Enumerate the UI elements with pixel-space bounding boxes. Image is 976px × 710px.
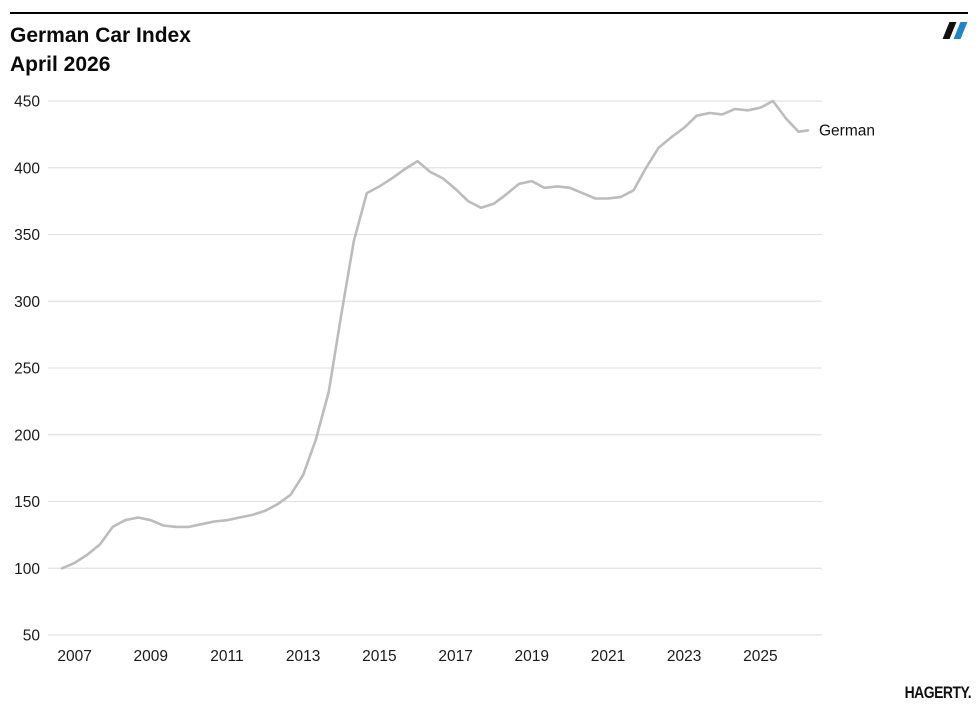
series-end-label: German [819, 122, 875, 139]
x-tick-label: 2009 [134, 648, 168, 665]
y-tick-label: 50 [23, 628, 41, 645]
x-tick-label: 2007 [57, 648, 91, 665]
series-line-german [60, 99, 810, 570]
x-tick-label: 2019 [515, 648, 549, 665]
hagerty-wordmark: HAGERTY. [904, 683, 971, 702]
x-tick-label: 2023 [667, 648, 701, 665]
x-tick-label: 2011 [210, 648, 243, 665]
chart-title-block: German Car Index April 2026 [10, 21, 191, 79]
y-tick-label: 200 [14, 427, 40, 444]
x-tick-label: 2015 [362, 648, 396, 665]
chart-subtitle: April 2026 [10, 53, 111, 76]
x-tick-label: 2025 [743, 648, 777, 665]
chart-title: German Car Index [10, 24, 191, 47]
y-tick-label: 150 [14, 494, 40, 511]
y-tick-label: 400 [14, 160, 40, 177]
x-tick-label: 2017 [438, 648, 472, 665]
x-tick-label: 2021 [591, 648, 625, 665]
top-rule [10, 12, 968, 14]
y-tick-label: 450 [14, 94, 40, 111]
y-tick-label: 300 [14, 294, 40, 311]
y-tick-label: 100 [14, 561, 40, 578]
y-tick-label: 250 [14, 361, 40, 378]
y-tick-label: 350 [14, 227, 40, 244]
x-tick-label: 2013 [286, 648, 320, 665]
